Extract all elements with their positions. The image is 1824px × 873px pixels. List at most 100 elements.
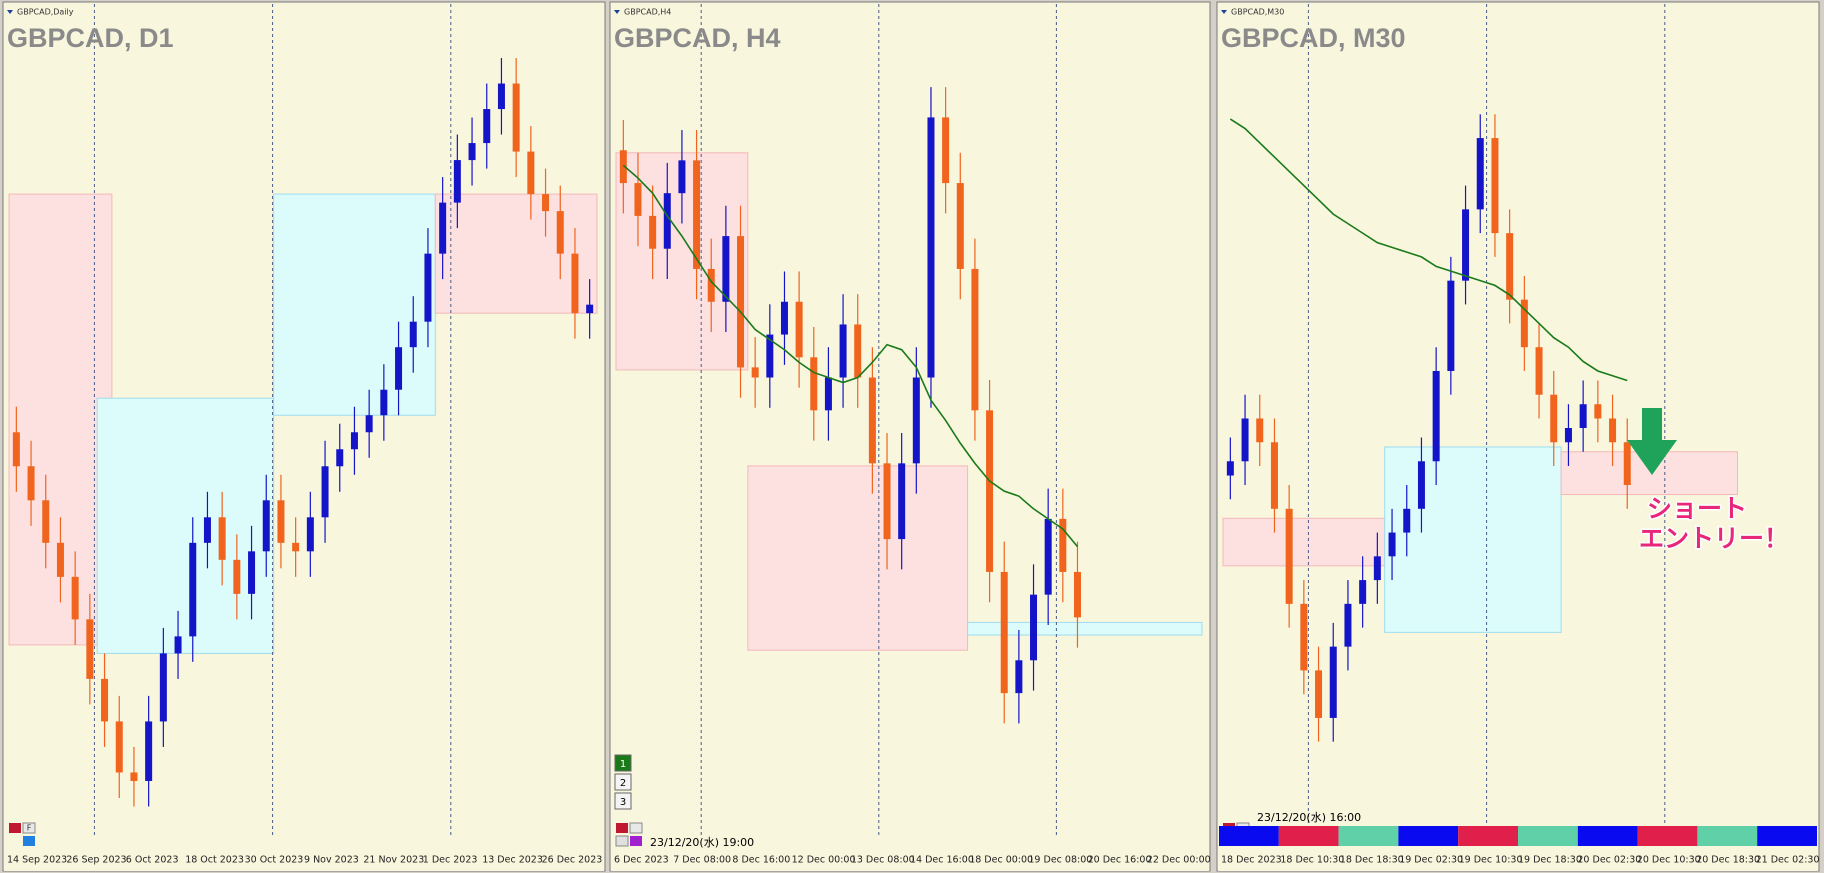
candle-body: [439, 202, 447, 254]
candle-body: [1256, 418, 1264, 443]
time-axis: [4, 840, 604, 871]
x-axis-label: 8 Dec 16:00: [732, 855, 790, 866]
candle-body: [1594, 404, 1602, 419]
candle-body: [556, 211, 564, 254]
x-axis-label: 26 Sep 2023: [66, 855, 126, 866]
candle-body: [751, 367, 759, 378]
candle-body: [1373, 556, 1381, 581]
candle-body: [1059, 518, 1067, 572]
x-axis-label: 6 Dec 2023: [614, 855, 669, 866]
chart-title: GBPCAD, D1: [7, 23, 174, 53]
candle-body: [1491, 138, 1499, 234]
timestamp: 23/12/20(水) 19:00: [650, 836, 754, 849]
candle-body: [707, 268, 715, 302]
price-zone: [434, 193, 598, 314]
candle-body: [795, 301, 803, 358]
x-axis-label: 18 Oct 2023: [185, 855, 244, 866]
close-button[interactable]: [9, 823, 21, 833]
candle-body: [619, 150, 627, 184]
x-axis-label: 21 Nov 2023: [363, 855, 424, 866]
timeframe-button[interactable]: [614, 754, 632, 772]
purple-toggle[interactable]: [630, 836, 642, 846]
symbol-label: GBPCAD,Daily: [17, 8, 74, 17]
candle-body: [663, 193, 671, 249]
candle-body: [1315, 670, 1323, 718]
candle-body: [248, 551, 256, 594]
session-block: [1338, 826, 1399, 846]
candle-body: [1432, 370, 1440, 462]
candle-body: [497, 83, 505, 110]
price-zone: [747, 465, 969, 651]
candle-body: [512, 83, 520, 152]
candle-body: [56, 542, 64, 577]
x-axis-label: 19 Dec 02:30: [1399, 855, 1463, 866]
price-zone: [96, 397, 275, 654]
candle-body: [365, 415, 373, 433]
minimize-button[interactable]: [629, 822, 643, 834]
candle-body: [350, 432, 358, 450]
x-axis-label: 30 Oct 2023: [245, 855, 304, 866]
annotation: エントリー！: [1639, 524, 1789, 553]
x-axis-label: 21 Dec 02:30: [1756, 855, 1820, 866]
candle-body: [971, 268, 979, 411]
candle-body: [1241, 418, 1249, 462]
candle-body: [810, 357, 818, 411]
x-axis-label: 18 Dec 18:30: [1340, 855, 1404, 866]
candle-body: [145, 721, 153, 781]
x-axis-label: 18 Dec 10:30: [1280, 855, 1344, 866]
candle-body: [218, 517, 226, 560]
candle-body: [1344, 603, 1352, 647]
candle-body: [233, 559, 241, 594]
candle-body: [1506, 233, 1514, 300]
candle-body: [1015, 660, 1023, 694]
close-toggle[interactable]: [615, 835, 629, 847]
candle-body: [1226, 461, 1234, 476]
candle-body: [27, 466, 35, 501]
candle-body: [927, 117, 935, 378]
window-menu-icon: [1221, 10, 1227, 14]
x-axis-label: 18 Dec 00:00: [969, 855, 1033, 866]
symbol-label: GBPCAD,H4: [624, 8, 671, 17]
x-axis-label: 22 Dec 00:00: [1147, 855, 1211, 866]
price-zone: [1384, 446, 1562, 633]
indicator-toggle[interactable]: [23, 836, 35, 846]
candle-body: [1447, 280, 1455, 371]
session-block: [1757, 826, 1817, 846]
minimize-button[interactable]: [22, 822, 36, 834]
timeframe-button-label[interactable]: 2: [620, 778, 626, 789]
timeframe-button-label[interactable]: 3: [620, 797, 626, 808]
chart-window: GBPCAD,Daily GBPCAD, D1 14 Sep 2023 26 Sep …: [2, 1, 606, 872]
moving-average: [622, 164, 1079, 548]
indicator-button[interactable]: F: [27, 824, 32, 833]
candle-body: [542, 194, 550, 212]
x-axis-label: 20 Dec 16:00: [1088, 855, 1152, 866]
candle-body: [1044, 518, 1052, 595]
timeframe-button[interactable]: [614, 773, 632, 791]
candle-body: [1388, 532, 1396, 557]
candle-body: [424, 253, 432, 322]
candle-body: [854, 324, 862, 378]
candle-body: [1535, 347, 1543, 395]
candle-body: [1520, 299, 1528, 348]
candle-body: [722, 236, 730, 302]
close-button[interactable]: [616, 823, 628, 833]
session-block: [1697, 826, 1758, 846]
candle-body: [883, 463, 891, 540]
candle-body: [898, 463, 906, 540]
candle-body: [1476, 138, 1484, 210]
candle-body: [693, 160, 701, 269]
session-block: [1278, 826, 1339, 846]
session-block: [1219, 826, 1279, 846]
x-axis-label: 26 Dec 2023: [542, 855, 603, 866]
timeframe-button-label[interactable]: 1: [620, 759, 626, 770]
session-block: [1577, 826, 1638, 846]
candle-body: [409, 321, 417, 348]
candle-body: [101, 678, 109, 722]
x-axis-label: 20 Dec 02:30: [1577, 855, 1641, 866]
chart-background: [1216, 1, 1820, 872]
candle-body: [527, 151, 535, 195]
x-axis-label: 14 Dec 16:00: [910, 855, 974, 866]
timeframe-button[interactable]: [614, 792, 632, 810]
candle-body: [1403, 508, 1411, 533]
candle-body: [71, 576, 79, 620]
